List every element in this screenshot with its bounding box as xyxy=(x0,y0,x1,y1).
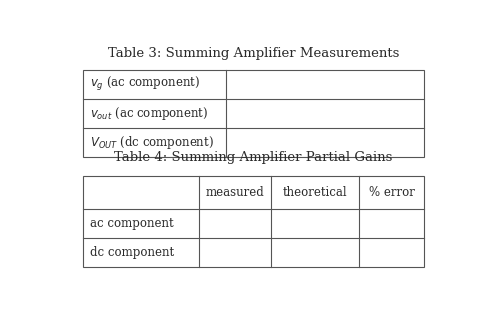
Text: Table 4: Summing Amplifier Partial Gains: Table 4: Summing Amplifier Partial Gains xyxy=(115,151,393,164)
Text: % error: % error xyxy=(369,186,415,199)
Text: $v_g$ (ac component): $v_g$ (ac component) xyxy=(90,75,200,93)
Text: dc component: dc component xyxy=(90,246,174,259)
Text: Table 3: Summing Amplifier Measurements: Table 3: Summing Amplifier Measurements xyxy=(108,47,399,60)
Text: $V_{OUT}$ (dc component): $V_{OUT}$ (dc component) xyxy=(90,134,214,151)
Bar xyxy=(83,176,424,267)
Text: $v_{out}$ (ac component): $v_{out}$ (ac component) xyxy=(90,105,208,122)
Text: theoretical: theoretical xyxy=(283,186,348,199)
Text: measured: measured xyxy=(206,186,264,199)
Text: ac component: ac component xyxy=(90,217,173,230)
Bar xyxy=(83,70,424,157)
